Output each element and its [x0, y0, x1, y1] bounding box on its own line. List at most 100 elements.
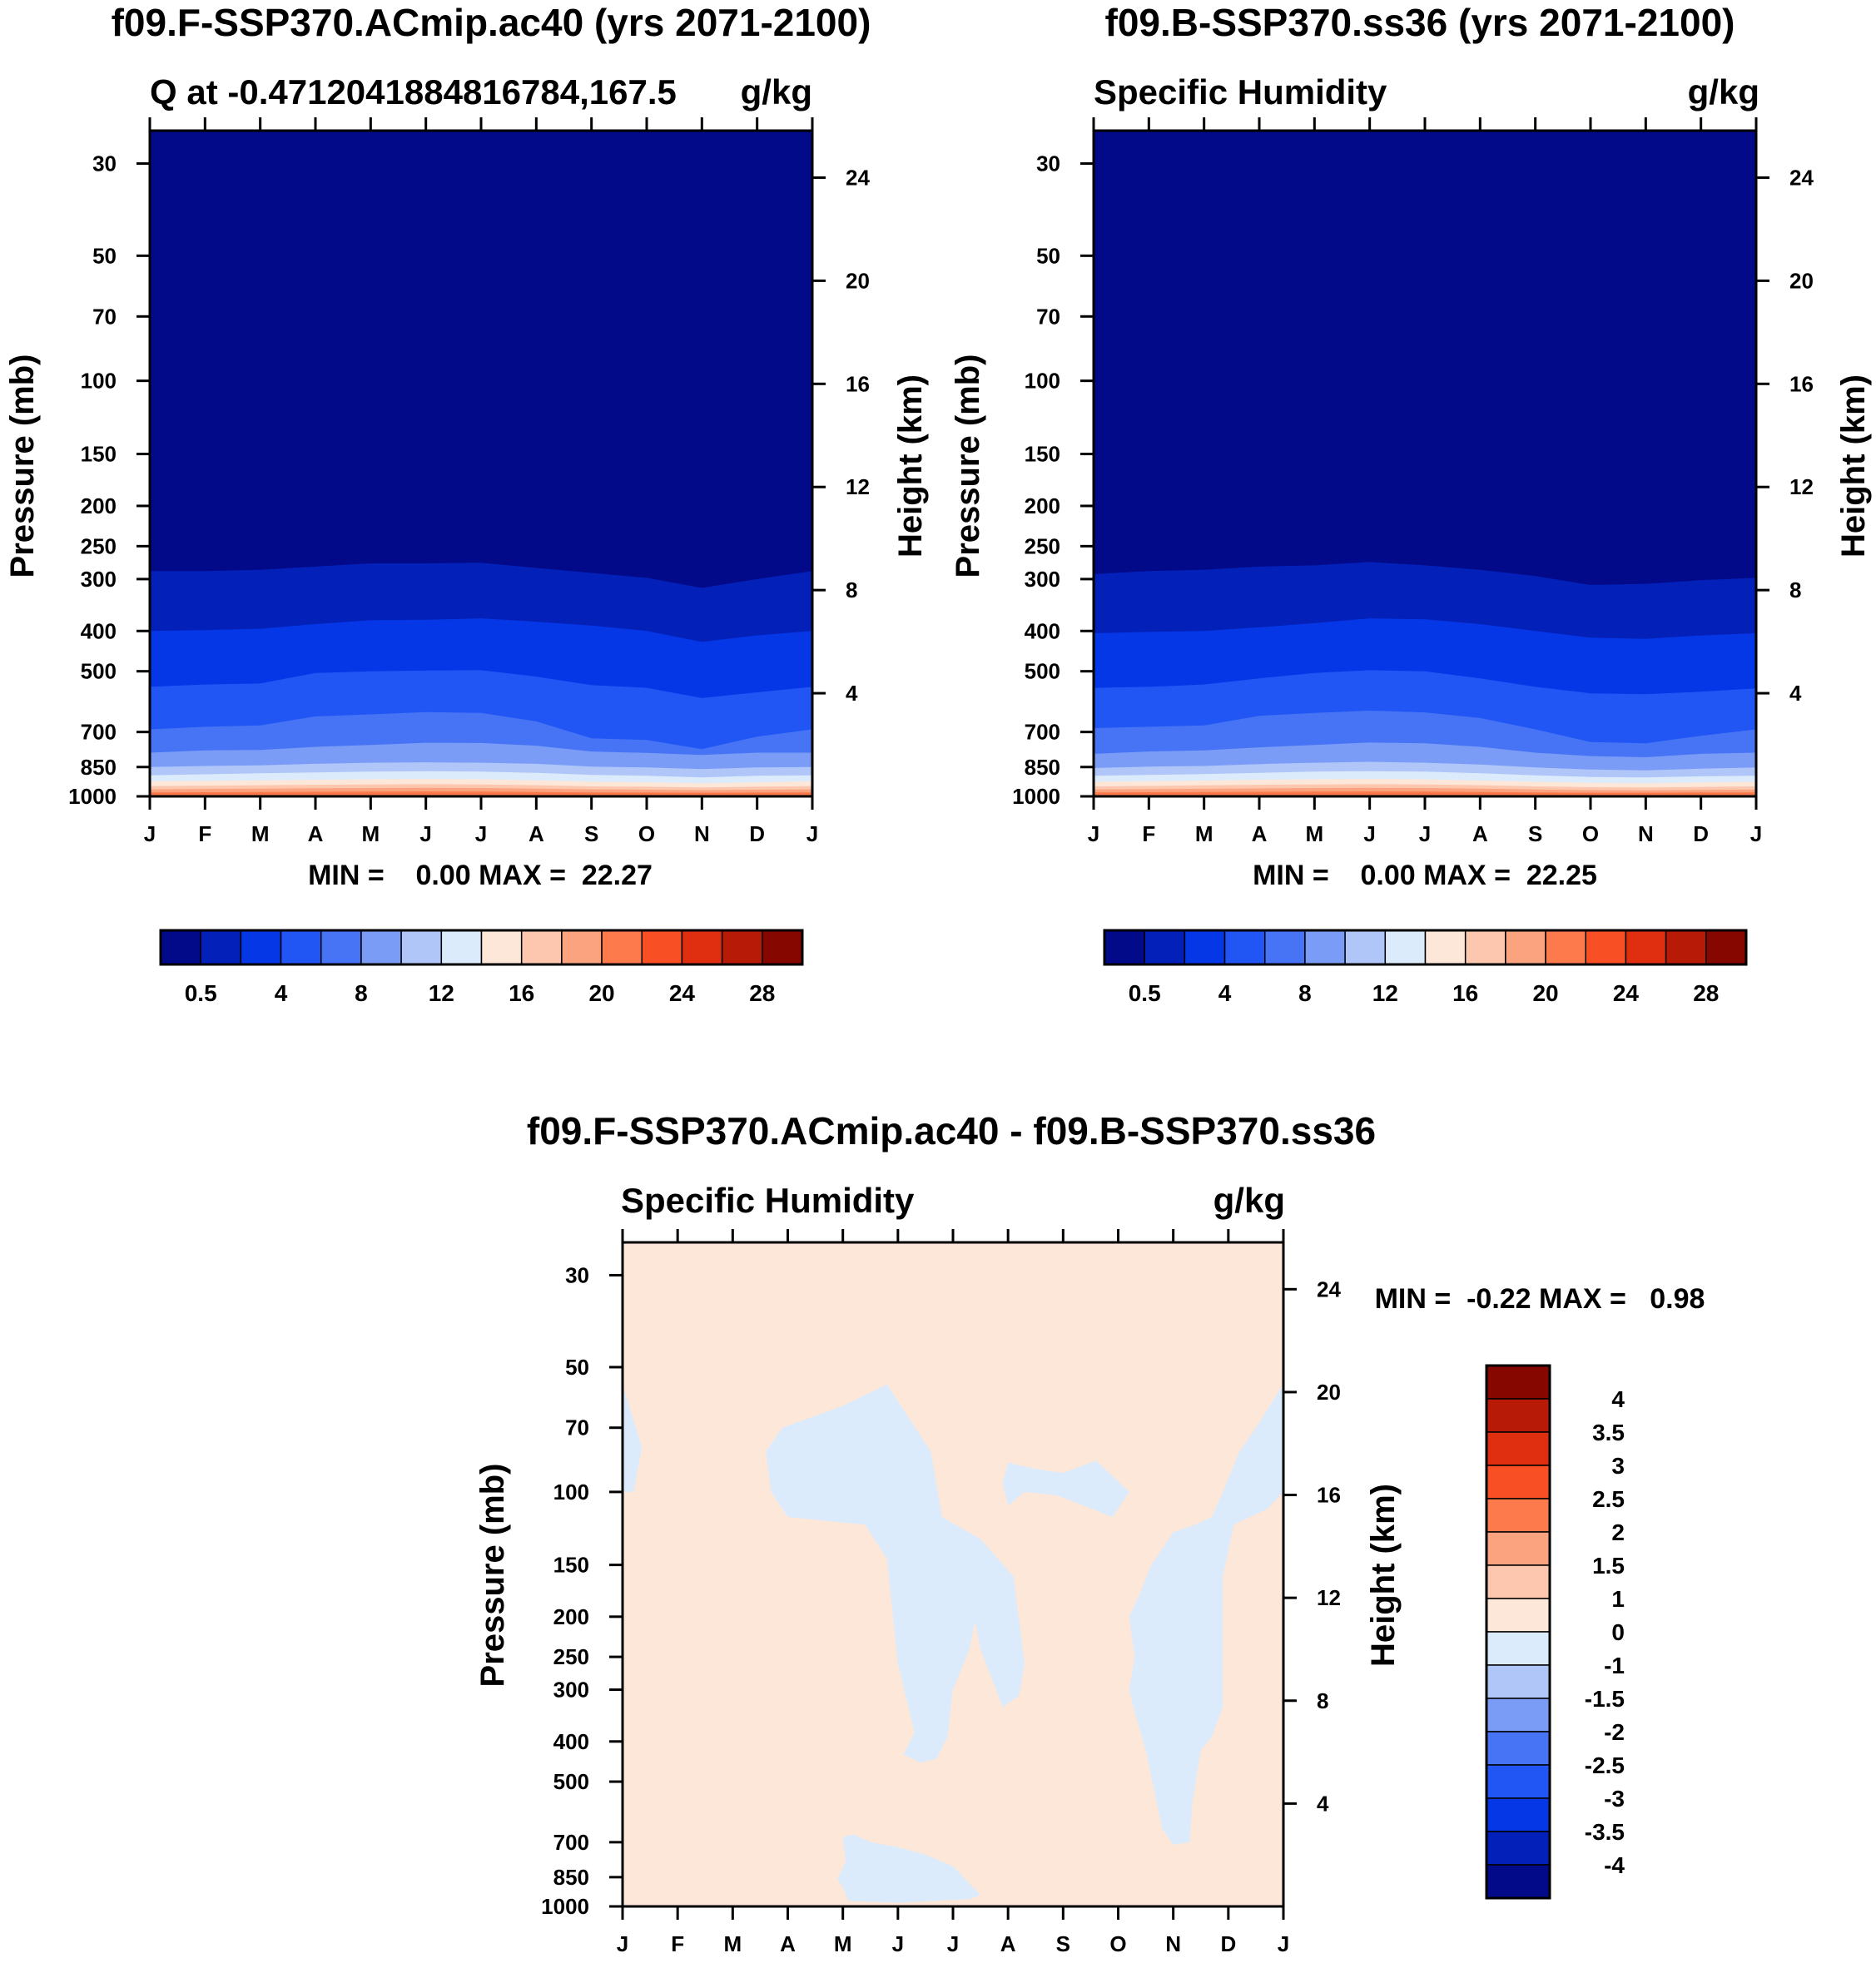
colorbar-label: 16	[509, 980, 534, 1006]
y-tick-label: 400	[1025, 618, 1060, 643]
x-tick-label: A	[780, 1931, 796, 1956]
colorbar-swatch	[1665, 929, 1707, 965]
height-tick-label: 20	[1789, 268, 1814, 293]
y-tick-label: 100	[553, 1480, 589, 1504]
x-tick-label: A	[529, 821, 544, 846]
x-tick-label: M	[1195, 821, 1213, 846]
y-tick-label: 50	[1036, 243, 1060, 268]
colorbar-swatch	[1585, 929, 1627, 965]
panel-1-ylabel-right: Height (km)	[892, 374, 929, 558]
colorbar-swatch	[1223, 929, 1266, 965]
panel-2-axes: J F M A M J J A S O N D J 30 50 70 100 150 200 250 300 400 500…	[1012, 117, 1814, 846]
colorbar-swatch	[1486, 1664, 1551, 1699]
colorbar-label: 0.5	[1129, 980, 1161, 1006]
colorbar-label: 0	[1611, 1619, 1625, 1645]
colorbar-swatch	[1486, 1698, 1551, 1732]
y-tick-label: 1000	[68, 784, 117, 809]
x-tick-label: J	[1278, 1931, 1289, 1956]
panel-3-colorbar: 4 3.5 3 2.5 2 1.5 1 0 -1 -1.5 -2 -2.5 -3 -3.5 -4	[1485, 1364, 1625, 1900]
colorbar-label: -3.5	[1585, 1819, 1625, 1845]
colorbar-label: 1	[1611, 1586, 1625, 1612]
colorbar-swatch	[1505, 929, 1546, 965]
colorbar-label: 3	[1611, 1453, 1625, 1479]
y-tick-label: 850	[553, 1865, 589, 1890]
colorbar-label: 24	[1613, 980, 1640, 1006]
x-tick-label: S	[1528, 821, 1542, 846]
x-tick-label: O	[1109, 1931, 1126, 1956]
colorbar-swatch	[1264, 929, 1306, 965]
colorbar-label: -1	[1604, 1653, 1625, 1678]
colorbar-swatch	[1486, 1731, 1551, 1766]
colorbar-swatch	[1486, 1598, 1551, 1633]
panel-3-min-max: MIN = -0.22 MAX = 0.98	[1375, 1283, 1705, 1315]
y-tick-label: 400	[81, 618, 117, 643]
colorbar-label: 8	[1298, 980, 1312, 1006]
colorbar-label: -3	[1604, 1786, 1625, 1812]
colorbar-swatch	[762, 929, 803, 965]
colorbar-label: 12	[429, 980, 454, 1006]
panel-1-subtitle-left: Q at -0.4712041884816784,167.5	[150, 72, 677, 112]
y-tick-label: 50	[92, 243, 117, 268]
colorbar-label: 28	[1693, 980, 1719, 1006]
contour-band-negative	[766, 1384, 1025, 1763]
x-tick-label: A	[1252, 821, 1268, 846]
colorbar-label: -4	[1604, 1852, 1625, 1878]
x-tick-label: J	[617, 1931, 628, 1956]
colorbar-swatch	[1304, 929, 1346, 965]
x-tick-label: F	[198, 821, 211, 846]
x-tick-label: A	[1472, 821, 1488, 846]
y-tick-label: 250	[553, 1644, 589, 1669]
height-tick-label: 4	[1789, 681, 1802, 706]
colorbar-frame	[1103, 929, 1748, 966]
colorbar-swatch	[1545, 929, 1586, 965]
y-tick-label: 850	[1025, 755, 1060, 780]
x-tick-label: J	[892, 1931, 904, 1956]
y-tick-label: 150	[553, 1553, 589, 1578]
panel-1-min-max: MIN = 0.00 MAX = 22.27	[308, 860, 653, 891]
colorbar-swatch	[721, 929, 763, 965]
colorbar-swatch	[1486, 1465, 1551, 1500]
y-tick-label: 70	[565, 1415, 589, 1440]
colorbar-swatch	[1486, 1398, 1551, 1433]
colorbar-label: 2.5	[1592, 1486, 1625, 1512]
y-tick-label: 300	[81, 567, 117, 592]
panel-1-colorbar: 0.5 4 8 12 16 20 24 28	[159, 929, 804, 1006]
y-tick-label: 150	[1025, 442, 1060, 467]
colorbar-swatch	[160, 929, 201, 965]
colorbar-swatch	[1486, 1365, 1551, 1400]
y-tick-label: 300	[553, 1678, 589, 1703]
colorbar-swatch	[641, 929, 683, 965]
y-tick-label: 500	[81, 659, 117, 684]
x-tick-label: J	[1750, 821, 1762, 846]
x-tick-label: J	[144, 821, 156, 846]
x-tick-label: J	[806, 821, 818, 846]
colorbar-swatch	[280, 929, 322, 965]
colorbar-swatch	[1486, 1531, 1551, 1566]
panel-2-ylabel: Pressure (mb)	[950, 354, 986, 578]
y-tick-label: 700	[553, 1830, 589, 1855]
panel-2-ylabel-right: Height (km)	[1835, 374, 1872, 558]
height-tick-label: 4	[1317, 1791, 1329, 1816]
colorbar-label: -2.5	[1585, 1752, 1625, 1778]
x-tick-label: D	[1220, 1931, 1236, 1956]
panel-2-contour-plot	[1094, 131, 1756, 796]
panel-3-axes: J F M A M J J A S O N D J 30 50 70 100 150 200 250 300 400 500…	[541, 1229, 1341, 1956]
colorbar-swatch	[1344, 929, 1387, 965]
panel-2-subtitle-right: g/kg	[1688, 72, 1759, 112]
y-tick-label: 300	[1025, 567, 1060, 592]
panel-3-subtitle-left: Specific Humidity	[621, 1181, 915, 1220]
y-tick-label: 70	[1036, 304, 1060, 329]
x-tick-label: F	[1142, 821, 1155, 846]
x-tick-label: M	[723, 1931, 742, 1956]
colorbar-label: -1.5	[1585, 1686, 1625, 1712]
colorbar-swatch	[1424, 929, 1467, 965]
colorbar-swatch	[1486, 1498, 1551, 1533]
y-tick-label: 200	[553, 1604, 589, 1629]
panel-3-title: f09.F-SSP370.ACmip.ac40 - f09.B-SSP370.s…	[527, 1109, 1376, 1153]
panel-1-subtitle-right: g/kg	[741, 72, 812, 112]
colorbar-swatch	[1144, 929, 1186, 965]
height-tick-label: 12	[1317, 1585, 1341, 1610]
colorbar-label: 16	[1452, 980, 1478, 1006]
colorbar-label: 1.5	[1592, 1553, 1625, 1579]
panel-3-ylabel-right: Height (km)	[1365, 1484, 1402, 1667]
